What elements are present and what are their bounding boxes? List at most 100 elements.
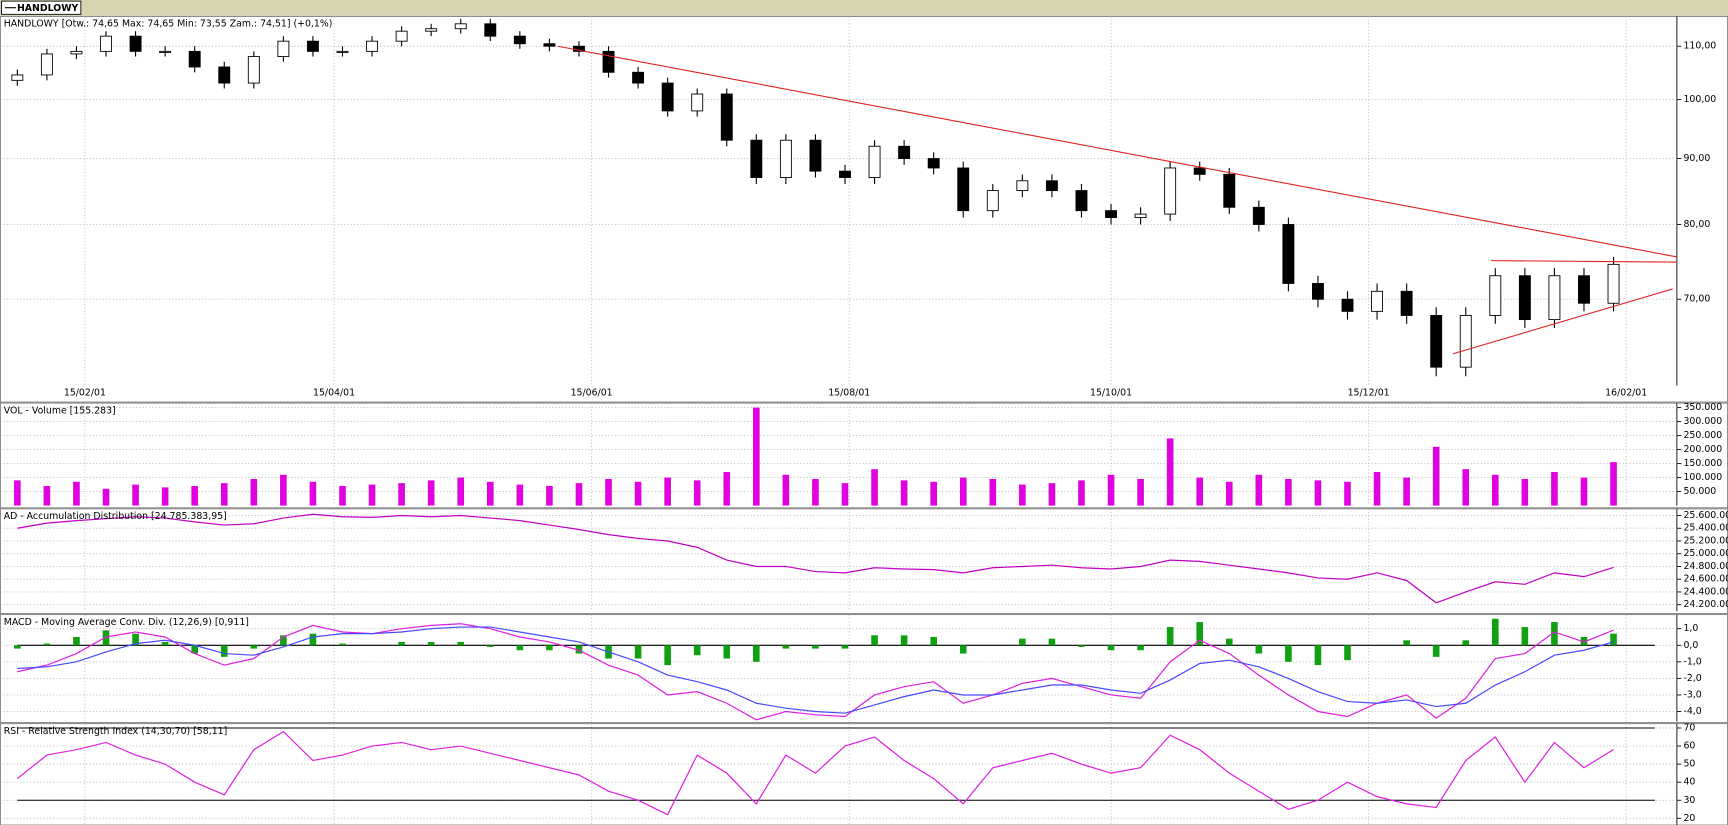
volume-bar — [782, 474, 790, 506]
volume-bar — [1492, 474, 1499, 506]
histogram-bar — [871, 635, 878, 646]
candle-body — [957, 167, 970, 212]
y-tick-label: -2,0 — [1683, 673, 1701, 684]
y-tick-label: 25.000.000 — [1683, 548, 1728, 559]
volume-bar — [1580, 477, 1588, 506]
candle-body — [1134, 213, 1147, 218]
trendline — [1452, 288, 1673, 355]
histogram-bar — [161, 641, 169, 646]
histogram-bar — [1521, 627, 1529, 646]
volume-bar — [1551, 471, 1558, 506]
histogram-bar — [812, 645, 819, 649]
y-tick-label: 40 — [1683, 777, 1695, 788]
y-tick-label: 25.600.000 — [1683, 510, 1728, 521]
histogram-bar — [664, 645, 671, 666]
candle-body — [1223, 173, 1236, 208]
candle-body — [1075, 190, 1088, 212]
volume-bar — [102, 488, 110, 506]
y-tick-label: 25.200.000 — [1683, 535, 1728, 546]
volume-bar — [1285, 478, 1292, 506]
volume-bar — [280, 474, 287, 506]
tab-label[interactable]: HANDLOWY — [17, 3, 79, 14]
candle-body — [11, 74, 24, 81]
histogram-bar — [309, 633, 317, 646]
y-tick-label: -4,0 — [1683, 706, 1701, 717]
volume-bar — [753, 407, 760, 506]
histogram-bar — [516, 645, 524, 651]
y-tick-label: 60 — [1683, 741, 1695, 752]
y-tick-label: 25.400.000 — [1683, 523, 1728, 534]
histogram-bar — [841, 645, 849, 649]
volume-bar — [73, 481, 80, 506]
volume-bar — [575, 483, 583, 506]
histogram-bar — [1610, 633, 1617, 646]
y-tick-label: 110,00 — [1683, 41, 1716, 52]
histogram-bar — [1137, 645, 1144, 651]
histogram-bar — [1019, 638, 1026, 646]
volume-bar — [1521, 478, 1529, 506]
volume-bar — [1373, 471, 1381, 506]
candle-body — [868, 145, 881, 178]
histogram-bar — [900, 635, 908, 646]
volume-bar — [339, 485, 346, 506]
candle-body — [1252, 206, 1265, 225]
histogram-bar — [1107, 645, 1115, 651]
candle-body — [1105, 210, 1117, 218]
x-tick-label: 15/10/01 — [1090, 388, 1132, 399]
histogram-bar — [1314, 645, 1322, 666]
x-tick-label: 16/02/01 — [1605, 388, 1647, 399]
histogram-bar — [1255, 645, 1263, 654]
y-tick-label: 70,00 — [1683, 294, 1710, 305]
candle-body — [1312, 283, 1324, 300]
panel — [0, 723, 1728, 825]
volume-bar — [1107, 474, 1115, 506]
candle-body — [306, 40, 319, 52]
histogram-bar — [280, 635, 287, 646]
candle-body — [1193, 167, 1206, 175]
y-tick-label: 350.000 — [1683, 402, 1722, 413]
histogram-bar — [1580, 636, 1588, 646]
histogram-bar — [102, 630, 110, 646]
volume-bar — [486, 481, 494, 506]
volume-bar — [43, 485, 51, 506]
volume-bar — [368, 484, 376, 506]
y-tick-label: 50 — [1683, 759, 1695, 770]
volume-bar — [546, 485, 553, 506]
x-tick-label: 15/12/01 — [1348, 388, 1390, 399]
volume-bar — [871, 469, 878, 506]
candle-body — [159, 50, 172, 53]
histogram-bar — [220, 645, 228, 657]
histogram-bar — [1048, 638, 1056, 646]
candle-body — [1548, 275, 1561, 321]
candle-body — [1045, 180, 1058, 192]
panel — [0, 614, 1728, 724]
volume-bar — [812, 478, 819, 506]
histogram-bar — [1551, 622, 1558, 646]
window-tab[interactable] — [1, 0, 82, 15]
histogram-bar — [1196, 622, 1204, 646]
candle-body — [277, 40, 290, 57]
histogram-bar — [753, 645, 760, 662]
candle-body — [188, 50, 201, 68]
volume-bar — [1403, 477, 1410, 506]
histogram-bar — [1166, 627, 1174, 646]
histogram-bar — [723, 645, 731, 659]
panel — [0, 508, 1728, 614]
candle-body — [336, 50, 349, 53]
candle-body — [129, 35, 142, 52]
histogram-bar — [693, 645, 701, 656]
panel-title: AD - Accumulation Distribution [24.785.3… — [4, 511, 227, 522]
candle-body — [661, 82, 674, 112]
volume-bar — [959, 477, 967, 506]
volume-bar — [900, 480, 908, 506]
volume-bar — [1344, 481, 1351, 506]
candle-body — [1400, 290, 1413, 316]
panel-title: VOL - Volume [155.283] — [4, 405, 116, 416]
line-series — [17, 513, 1614, 604]
y-tick-label: 24.600.000 — [1683, 574, 1728, 585]
candle-body — [1164, 167, 1177, 215]
candle-body — [484, 23, 497, 37]
candle-body — [1371, 290, 1384, 312]
candle-body — [454, 23, 467, 30]
histogram-bar — [1403, 640, 1410, 646]
